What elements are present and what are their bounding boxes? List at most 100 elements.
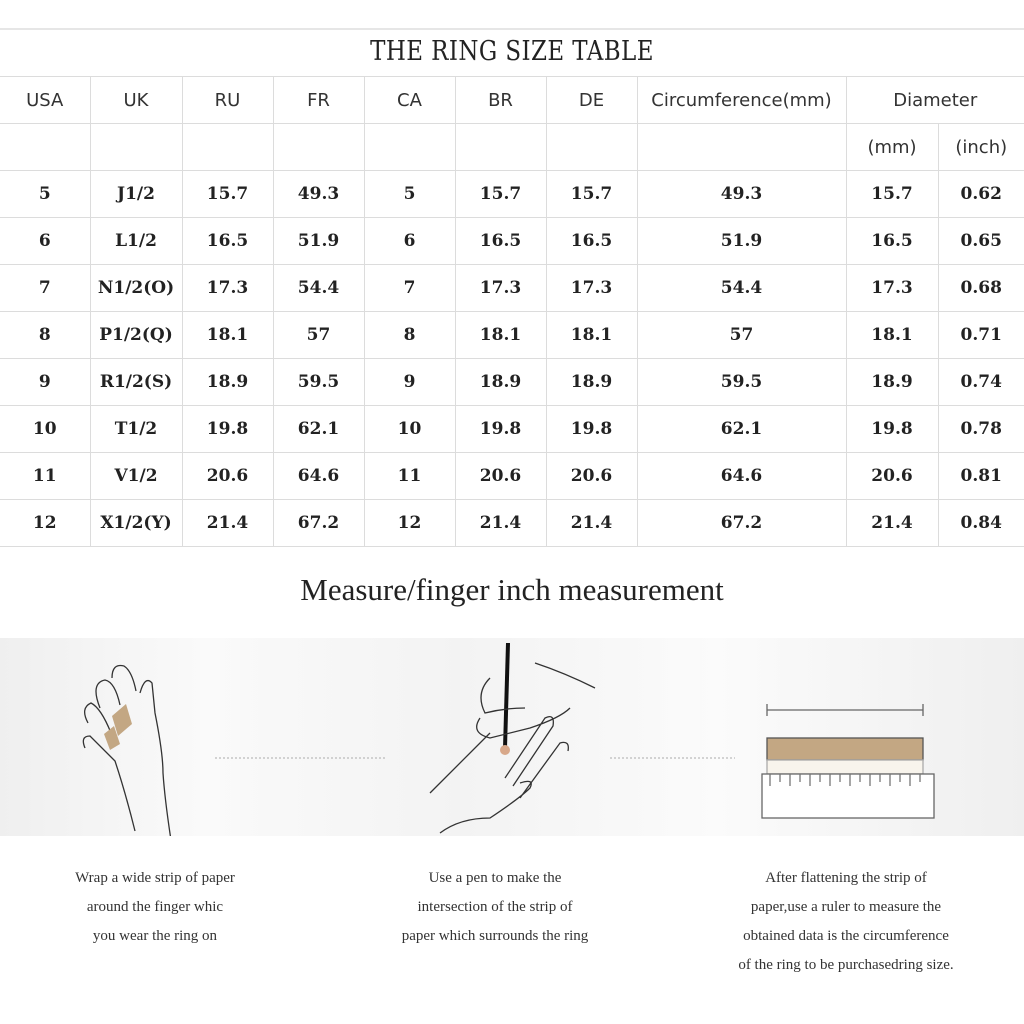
table-cell: 21.4 <box>545 499 638 547</box>
table-cell: 19.8 <box>181 405 274 453</box>
subheader-inch: (inch) <box>937 123 1024 171</box>
table-cell: 18.1 <box>454 311 547 359</box>
table-cell: 8 <box>0 311 91 359</box>
table-cell: 10 <box>363 405 456 453</box>
table-cell: 0.78 <box>937 405 1024 453</box>
hand-pen-mark-icon <box>429 642 735 834</box>
table-cell: 16.5 <box>545 217 638 265</box>
table-cell: 62.1 <box>636 405 847 453</box>
table-cell: X1/2(Y) <box>89 499 183 547</box>
table-cell: 18.1 <box>845 311 939 359</box>
table-cell: 16.5 <box>181 217 274 265</box>
table-cell: L1/2 <box>89 217 183 265</box>
table-cell: 15.7 <box>454 170 547 218</box>
header-circumference: Circumference(mm) <box>636 76 847 124</box>
table-cell: 0.84 <box>937 499 1024 547</box>
table-cell: 17.3 <box>181 264 274 312</box>
hand-wrap-paper-icon <box>82 664 385 836</box>
subheader-mm: (mm) <box>845 123 939 171</box>
table-cell: 7 <box>0 264 91 312</box>
illustration-band <box>0 638 1024 836</box>
header-ca: CA <box>363 76 456 124</box>
table-cell: 20.6 <box>454 452 547 500</box>
table-cell: 54.4 <box>636 264 847 312</box>
table-cell: 9 <box>363 358 456 406</box>
table-row: 8 P1/2(Q) 18.1 57 8 18.1 18.1 57 18.1 0.71 <box>0 311 1024 359</box>
table-cell: 19.8 <box>454 405 547 453</box>
table-cell: V1/2 <box>89 452 183 500</box>
table-row: 5 J1/2 15.7 49.3 5 15.7 15.7 49.3 15.7 0.62 <box>0 170 1024 218</box>
top-divider <box>0 28 1024 30</box>
table-row: 9 R1/2(S) 18.9 59.5 9 18.9 18.9 59.5 18.9 0.74 <box>0 358 1024 406</box>
table-cell: J1/2 <box>89 170 183 218</box>
table-cell: 18.9 <box>181 358 274 406</box>
header-row: USA UK RU FR CA BR DE Circumference(mm) … <box>0 76 1024 124</box>
table-cell: 0.68 <box>937 264 1024 312</box>
table-cell: 18.1 <box>545 311 638 359</box>
header-fr: FR <box>272 76 365 124</box>
table-cell: 17.3 <box>845 264 939 312</box>
header-diameter: Diameter <box>845 76 1024 124</box>
table-cell: 21.4 <box>454 499 547 547</box>
ring-size-table: USA UK RU FR CA BR DE Circumference(mm) … <box>0 76 1024 547</box>
table-cell: 12 <box>363 499 456 547</box>
table-cell: 21.4 <box>181 499 274 547</box>
table-cell: 7 <box>363 264 456 312</box>
table-cell: 10 <box>0 405 91 453</box>
table-cell: 54.4 <box>272 264 365 312</box>
table-cell: 62.1 <box>272 405 365 453</box>
table-cell: 57 <box>636 311 847 359</box>
step-1-caption: Wrap a wide strip of paper around the fi… <box>75 870 235 944</box>
table-cell: 18.9 <box>454 358 547 406</box>
header-usa: USA <box>0 76 91 124</box>
table-cell: 0.74 <box>937 358 1024 406</box>
table-cell: 64.6 <box>272 452 365 500</box>
table-cell: 18.9 <box>845 358 939 406</box>
table-row: 6 L1/2 16.5 51.9 6 16.5 16.5 51.9 16.5 0.65 <box>0 217 1024 265</box>
header-br: BR <box>454 76 547 124</box>
table-cell: 21.4 <box>845 499 939 547</box>
table-cell: 59.5 <box>272 358 365 406</box>
table-cell: 5 <box>0 170 91 218</box>
table-cell: 59.5 <box>636 358 847 406</box>
table-cell: 0.81 <box>937 452 1024 500</box>
table-cell: 6 <box>363 217 456 265</box>
table-cell: 0.65 <box>937 217 1024 265</box>
header-uk: UK <box>89 76 183 124</box>
table-cell: 19.8 <box>545 405 638 453</box>
table-cell: 11 <box>0 452 91 500</box>
step-3-caption: After flattening the strip of paper,use … <box>738 870 954 973</box>
table-cell: 17.3 <box>545 264 638 312</box>
table-cell: 16.5 <box>454 217 547 265</box>
table-cell: 49.3 <box>636 170 847 218</box>
table-cell: 67.2 <box>272 499 365 547</box>
table-cell: 11 <box>363 452 456 500</box>
table-cell: 8 <box>363 311 456 359</box>
table-row: 12 X1/2(Y) 21.4 67.2 12 21.4 21.4 67.2 21.4 0.84 <box>0 499 1024 547</box>
step-2-caption: Use a pen to make the intersection of th… <box>401 870 589 944</box>
table-cell: 20.6 <box>181 452 274 500</box>
table-cell: N1/2(O) <box>89 264 183 312</box>
table-row: 7 N1/2(O) 17.3 54.4 7 17.3 17.3 54.4 17.3 0.68 <box>0 264 1024 312</box>
table-cell: 6 <box>0 217 91 265</box>
table-cell: 0.71 <box>937 311 1024 359</box>
table-cell: 19.8 <box>845 405 939 453</box>
ruler-strip-icon <box>761 704 935 819</box>
table-cell: 51.9 <box>636 217 847 265</box>
table-row: 10 T1/2 19.8 62.1 10 19.8 19.8 62.1 19.8 0.78 <box>0 405 1024 453</box>
subheader-row: (mm) (inch) <box>0 123 1024 171</box>
table-cell: 67.2 <box>636 499 847 547</box>
table-cell: 12 <box>0 499 91 547</box>
table-row: 11 V1/2 20.6 64.6 11 20.6 20.6 64.6 20.6 0.81 <box>0 452 1024 500</box>
table-cell: 20.6 <box>845 452 939 500</box>
table-cell: 20.6 <box>545 452 638 500</box>
header-de: DE <box>545 76 638 124</box>
table-cell: P1/2(Q) <box>89 311 183 359</box>
table-cell: 15.7 <box>545 170 638 218</box>
section-subtitle: Measure/finger inch measurement <box>300 572 724 607</box>
header-ru: RU <box>181 76 274 124</box>
table-cell: 0.62 <box>937 170 1024 218</box>
table-cell: 57 <box>272 311 365 359</box>
table-cell: 15.7 <box>181 170 274 218</box>
table-cell: 9 <box>0 358 91 406</box>
